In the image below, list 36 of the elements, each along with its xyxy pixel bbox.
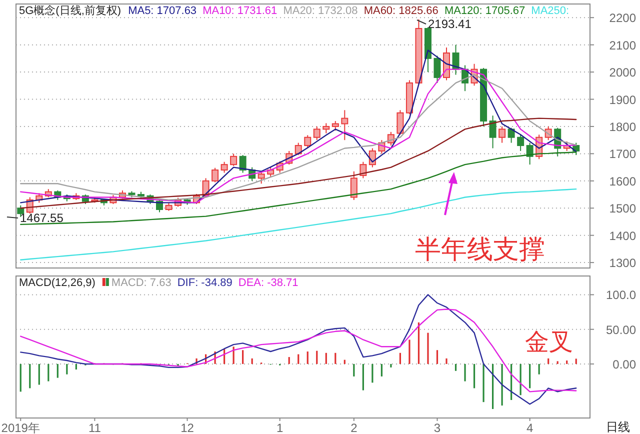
y-tick-label: 1500 (609, 202, 636, 216)
chart-title: 5G概念(日线,前复权) (19, 4, 122, 17)
x-tick-label: 4 (526, 421, 534, 434)
y-tick-label: 1700 (609, 147, 636, 162)
x-tick-label: 2 (350, 421, 358, 434)
y-tick-label: 1300 (609, 256, 636, 270)
chart-title: MACD(12,26,9) (19, 277, 96, 289)
annotation: 半年线支撑 (415, 234, 545, 264)
x-tick-label: 11 (88, 421, 102, 434)
y-tick-label: 2200 (609, 11, 636, 26)
y-tick-label: 1900 (609, 92, 636, 107)
y-tick-label: 100.0 (606, 288, 636, 302)
text: 日线 (606, 420, 630, 434)
x-tick-label: 3 (434, 421, 441, 434)
text: MA10: 1731.61 (202, 5, 278, 17)
text: MA20: 1732.08 (283, 5, 358, 17)
text: DIF: -34.89 (177, 277, 232, 289)
x-tick-label: 2019年 (1, 421, 40, 434)
annotation: 2193.41 (428, 17, 472, 31)
y-tick-label: 2000 (609, 66, 636, 80)
y-tick-label: 1400 (609, 228, 636, 243)
x-tick-label: 1 (276, 421, 284, 434)
y-tick-label: 50.00 (606, 322, 636, 337)
annotation: 1467.55 (20, 211, 64, 225)
legend-label: MACD: 7.63 (111, 277, 172, 289)
y-tick-label: 0.00 (612, 357, 636, 372)
text: MA120: 1705.67 (444, 5, 526, 17)
text: DEA: -38.71 (238, 277, 298, 289)
y-tick-label: 1800 (609, 120, 636, 134)
text: MA250: (531, 5, 570, 17)
text: MA5: 1707.63 (128, 5, 197, 17)
annotation: 金叉 (525, 329, 573, 356)
y-tick-label: 2100 (609, 38, 636, 52)
text: MA60: 1825.66 (364, 5, 438, 17)
x-tick-label: 12 (180, 421, 194, 434)
y-tick-label: 1600 (609, 174, 636, 188)
